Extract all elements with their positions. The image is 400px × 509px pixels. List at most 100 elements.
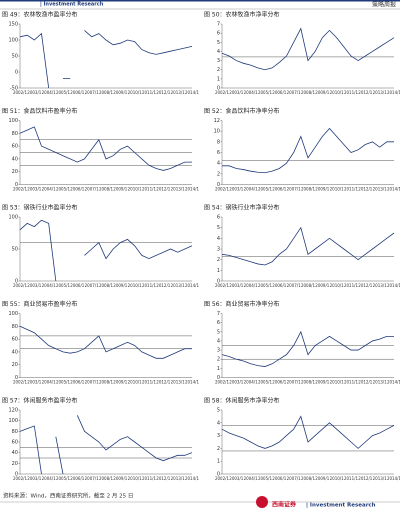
x-tick-label: 2004/1 — [42, 187, 57, 192]
x-tick-label: 2013/1 — [171, 476, 186, 481]
x-tick-label: 2002/1 — [215, 380, 230, 385]
x-tick-label: 2005/1 — [56, 187, 71, 192]
top-rule — [0, 0, 400, 2]
x-tick-label: 2005/1 — [56, 90, 71, 95]
x-tick-label: 2011/1 — [344, 476, 359, 481]
y-tick-label: 3 — [217, 247, 220, 253]
x-tick-label: 2006/1 — [272, 380, 287, 385]
y-tick-label: 100 — [8, 38, 18, 44]
x-tick-label: 2009/1 — [113, 90, 128, 95]
x-tick-label: 2006/1 — [70, 90, 85, 95]
y-tick-label: 50 — [12, 54, 18, 60]
x-tick-label: 2006/1 — [70, 187, 85, 192]
x-tick-label: 2011/1 — [344, 90, 359, 95]
x-tick-label: 2008/1 — [301, 187, 316, 192]
x-tick-label: 2014/1 — [387, 283, 400, 288]
x-tick-label: 2009/1 — [113, 476, 128, 481]
x-tick-label: 2005/1 — [56, 380, 71, 385]
footer-brand: | Investment Research — [306, 503, 376, 509]
x-tick-label: 2013/1 — [373, 476, 388, 481]
y-tick-label: 100 — [8, 311, 18, 317]
x-tick-label: 2014/1 — [185, 90, 200, 95]
x-tick-label: 2014/1 — [185, 187, 200, 192]
x-tick-label: 2007/1 — [287, 283, 302, 288]
x-tick-label: 2014/1 — [387, 476, 400, 481]
x-tick-label: 2006/1 — [272, 283, 287, 288]
x-tick-label: 2007/1 — [287, 90, 302, 95]
y-tick-label: 2 — [217, 446, 220, 452]
x-tick-label: 2004/1 — [42, 90, 57, 95]
y-tick-label: 5 — [217, 329, 220, 335]
y-tick-label: 60 — [12, 440, 18, 446]
x-tick-label: 2003/1 — [229, 90, 244, 95]
y-tick-label: -50 — [10, 86, 18, 92]
x-tick-label: 2002/1 — [215, 283, 230, 288]
x-tick-label: 2011/1 — [142, 380, 157, 385]
y-tick-label: 6 — [217, 320, 220, 326]
x-tick-label: 2013/1 — [171, 90, 186, 95]
y-tick-label: 60 — [12, 144, 18, 150]
x-tick-label: 2013/1 — [373, 380, 388, 385]
x-tick-label: 2012/1 — [156, 187, 171, 192]
y-tick-label: 4 — [217, 338, 220, 344]
x-tick-label: 2011/1 — [142, 90, 157, 95]
x-tick-label: 2007/1 — [85, 283, 100, 288]
x-tick-label: 2010/1 — [128, 283, 143, 288]
y-tick-label: 1 — [217, 76, 220, 82]
x-tick-label: 2010/1 — [128, 187, 143, 192]
x-tick-label: 2014/1 — [185, 380, 200, 385]
x-tick-label: 2010/1 — [128, 476, 143, 481]
x-tick-label: 2011/1 — [142, 476, 157, 481]
x-tick-label: 2002/1 — [13, 476, 28, 481]
x-tick-label: 2004/1 — [244, 380, 259, 385]
header-brand: | Investment Research — [40, 2, 104, 8]
x-tick-label: 2009/1 — [315, 476, 330, 481]
header-tag: 策略周报 — [372, 1, 396, 9]
y-tick-label: 10 — [214, 129, 220, 135]
x-tick-label: 2004/1 — [244, 476, 259, 481]
x-tick-label: 2008/1 — [99, 90, 114, 95]
x-tick-label: 2010/1 — [330, 187, 345, 192]
x-tick-label: 2007/1 — [287, 380, 302, 385]
y-tick-label: 4 — [217, 49, 220, 55]
x-tick-label: 2002/1 — [215, 476, 230, 481]
logo-icon — [256, 496, 268, 508]
x-tick-label: 2012/1 — [358, 476, 373, 481]
x-tick-label: 2004/1 — [244, 90, 259, 95]
x-tick-label: 2002/1 — [215, 187, 230, 192]
y-tick-label: 5 — [217, 225, 220, 231]
y-tick-label: 3 — [217, 433, 220, 439]
y-tick-label: 0 — [217, 86, 220, 92]
y-tick-label: 20 — [12, 362, 18, 368]
x-tick-label: 2008/1 — [99, 476, 114, 481]
x-tick-label: 2012/1 — [358, 187, 373, 192]
x-tick-label: 2003/1 — [229, 283, 244, 288]
x-tick-label: 2010/1 — [330, 283, 345, 288]
y-tick-label: 80 — [12, 324, 18, 330]
x-tick-label: 2002/1 — [13, 380, 28, 385]
x-tick-label: 2005/1 — [258, 476, 273, 481]
y-tick-label: 120 — [8, 408, 18, 414]
x-tick-label: 2010/1 — [330, 90, 345, 95]
x-tick-label: 2005/1 — [258, 187, 273, 192]
x-tick-label: 2004/1 — [244, 283, 259, 288]
x-tick-label: 2005/1 — [56, 283, 71, 288]
data-line — [19, 126, 192, 171]
y-tick-label: 100 — [8, 215, 18, 221]
x-tick-label: 2013/1 — [171, 283, 186, 288]
chart-title: 图 53：钢铁行业市盈率分布 — [2, 204, 78, 212]
data-line — [221, 27, 395, 71]
chart-title: 图 58：休闲服务市净率分布 — [204, 397, 280, 405]
y-tick-label: 0 — [15, 182, 18, 188]
x-tick-label: 2014/1 — [387, 380, 400, 385]
x-tick-label: 2003/1 — [27, 283, 42, 288]
x-tick-label: 2013/1 — [171, 380, 186, 385]
x-tick-label: 2012/1 — [156, 283, 171, 288]
y-tick-label: 20 — [12, 169, 18, 175]
x-tick-label: 2007/1 — [85, 380, 100, 385]
y-tick-label: 150 — [8, 22, 18, 28]
x-tick-label: 2012/1 — [156, 476, 171, 481]
x-tick-label: 2005/1 — [258, 380, 273, 385]
